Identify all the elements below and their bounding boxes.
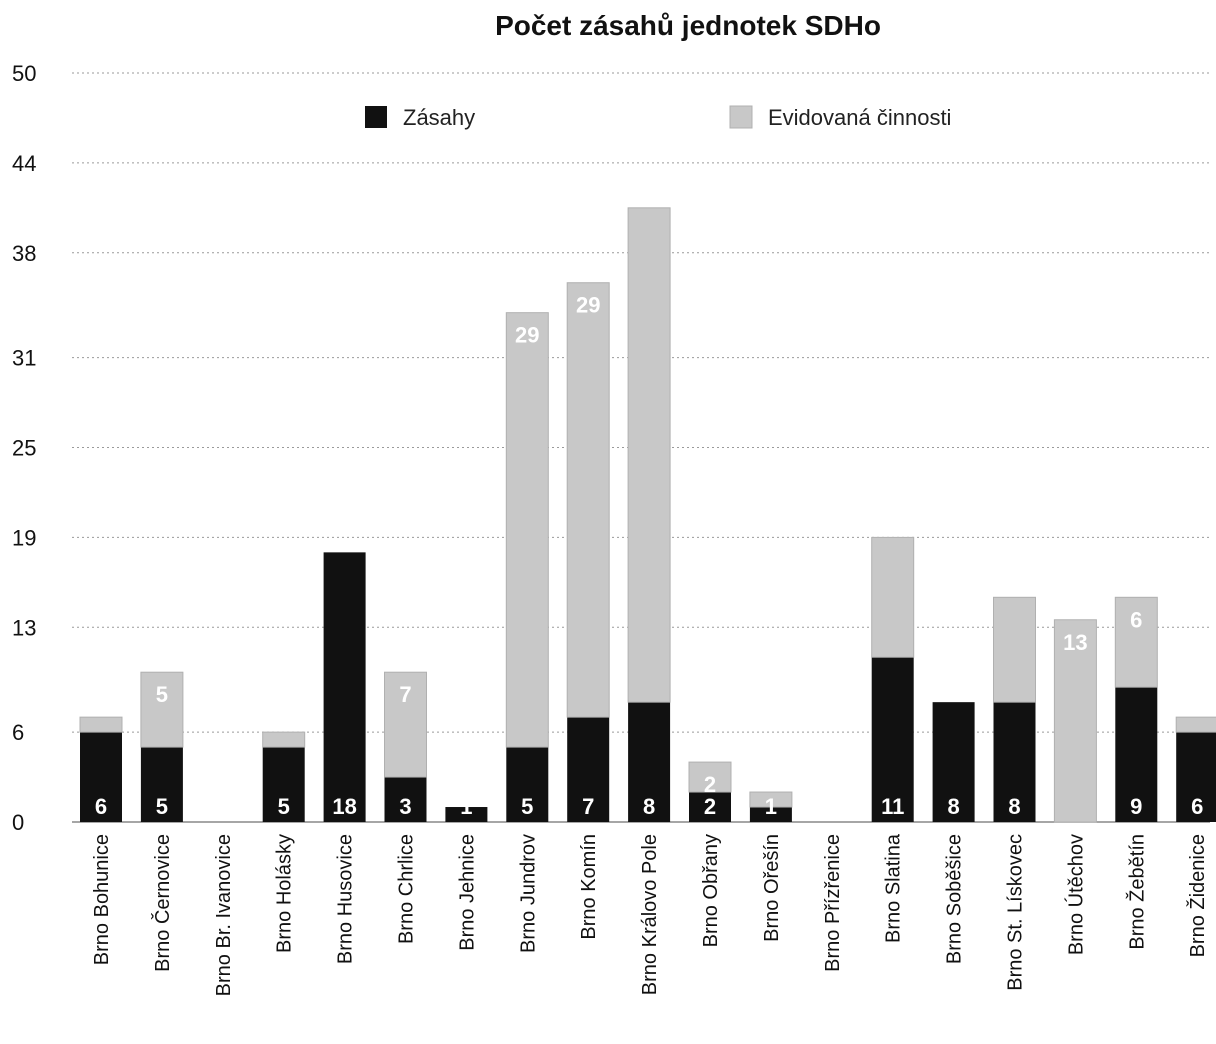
bars <box>80 208 1216 822</box>
x-axis-categories: Brno Bohunice Brno Černovice Brno Br. Ivan… <box>91 833 1209 996</box>
x-category-label: Brno Černovice <box>151 834 174 972</box>
bar-evidovana-cinnosti <box>994 597 1036 702</box>
x-category-label: Brno Br. Ivanovice <box>213 834 235 996</box>
bar-zasahy <box>324 552 366 822</box>
legend-swatch-evidovana <box>730 106 752 128</box>
data-label: 5 <box>521 794 533 819</box>
y-axis-ticks: 0 6 13 19 25 31 38 44 50 <box>12 61 36 835</box>
data-label: 6 <box>95 794 107 819</box>
y-tick-label: 6 <box>12 720 24 745</box>
data-label: 18 <box>332 794 356 819</box>
x-category-label: Brno Útěchov <box>1064 834 1087 955</box>
x-category-label: Brno Přízřenice <box>822 834 844 972</box>
bar-evidovana-cinnosti <box>80 717 122 732</box>
data-label: 2 <box>704 794 716 819</box>
x-category-label: Brno Holásky <box>274 834 296 953</box>
y-tick-label: 50 <box>12 61 36 86</box>
legend-label: Evidovaná činnosti <box>768 105 951 130</box>
x-category-label: Brno St. Lískovec <box>1005 834 1027 991</box>
data-label: 8 <box>947 794 959 819</box>
x-category-label: Brno Jehnice <box>456 834 478 951</box>
legend-label: Zásahy <box>403 105 475 130</box>
data-label: 5 <box>156 682 168 707</box>
x-category-label: Brno Židenice <box>1186 834 1209 957</box>
y-tick-label: 0 <box>12 810 24 835</box>
data-label: 7 <box>399 682 411 707</box>
data-label: 3 <box>399 794 411 819</box>
x-category-label: Brno Bohunice <box>91 834 113 965</box>
data-label: 6 <box>1130 607 1142 632</box>
bar-evidovana-cinnosti <box>872 537 914 657</box>
data-label: 5 <box>278 794 290 819</box>
bar-evidovana-cinnosti <box>1176 717 1216 732</box>
x-category-label: Brno Soběšice <box>944 834 966 964</box>
x-category-label: Brno Husovice <box>335 834 357 964</box>
legend: Zásahy Evidovaná činnosti <box>365 105 951 130</box>
y-tick-label: 13 <box>12 615 36 640</box>
x-category-label: Brno Žebětín <box>1125 834 1148 950</box>
x-category-label: Brno Komín <box>578 834 600 940</box>
x-category-label: Brno Královo Pole <box>639 834 661 995</box>
data-label: 8 <box>643 794 655 819</box>
x-category-label: Brno Chrlice <box>396 834 418 944</box>
bar-evidovana-cinnosti <box>567 283 609 717</box>
y-tick-label: 31 <box>12 346 36 371</box>
data-label: 6 <box>1191 794 1203 819</box>
data-label: 5 <box>156 794 168 819</box>
bar-evidovana-cinnosti <box>506 313 548 747</box>
y-tick-label: 19 <box>12 525 36 550</box>
data-label: 2 <box>704 772 716 797</box>
bar-evidovana-cinnosti <box>628 208 670 702</box>
x-category-label: Brno Ořešín <box>761 834 783 942</box>
legend-swatch-zasahy <box>365 106 387 128</box>
data-label: 1 <box>765 794 777 819</box>
x-category-label: Brno Jundrov <box>517 834 539 953</box>
data-label: 1 <box>460 794 472 819</box>
data-label: 7 <box>582 794 594 819</box>
data-label: 11 <box>881 794 904 819</box>
y-tick-label: 25 <box>12 436 36 461</box>
data-label: 8 <box>1008 794 1020 819</box>
data-label: 13 <box>1063 630 1087 655</box>
x-category-label: Brno Obřany <box>700 834 722 947</box>
data-label: 9 <box>1130 794 1142 819</box>
bar-evidovana-cinnosti <box>263 732 305 747</box>
data-label: 29 <box>576 293 600 318</box>
x-category-label: Brno Slatina <box>883 833 905 943</box>
data-label: 29 <box>515 323 539 348</box>
y-tick-label: 38 <box>12 241 36 266</box>
y-tick-label: 44 <box>12 151 36 176</box>
